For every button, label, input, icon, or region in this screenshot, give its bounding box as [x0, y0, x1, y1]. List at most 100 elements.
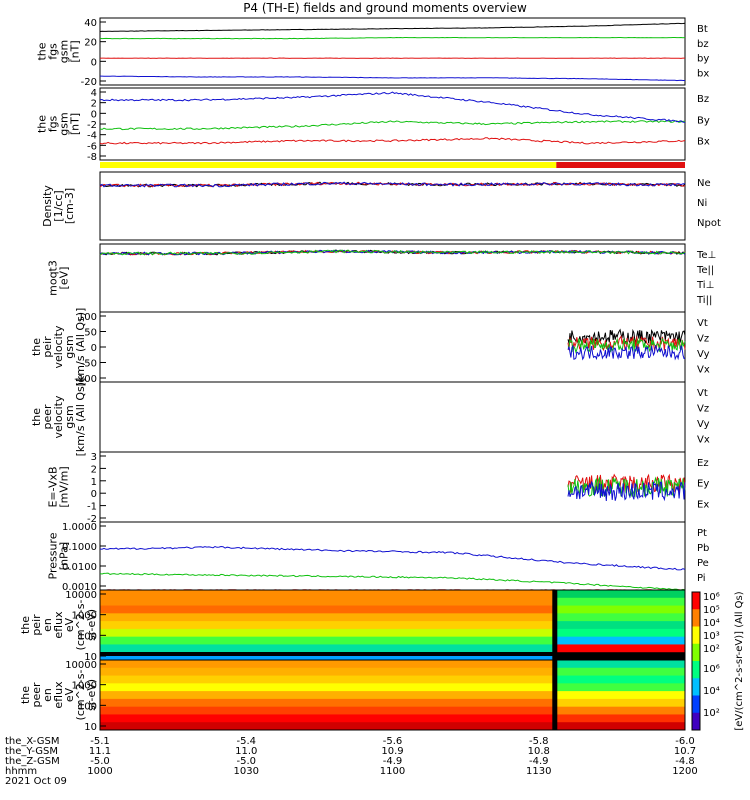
panel-peir_spectrum: thepeirenefluxeV(cm^2-s-sr-eV)10000 1000 1…	[19, 589, 686, 663]
colorbar-tick: 10²	[703, 644, 720, 655]
panel-frame	[99, 381, 686, 453]
legend-Ni: Ni	[697, 198, 707, 209]
y-axis-label: thefgsgsm[nT]	[36, 112, 82, 135]
y-tick-label: 0	[91, 489, 97, 500]
y-tick-label: 4	[91, 88, 97, 99]
legend-Vt: Vt	[697, 318, 708, 329]
colorbar-tick: 10⁵	[703, 605, 720, 616]
y-tick-label: 100	[78, 631, 97, 642]
legend-Vy: Vy	[697, 349, 710, 360]
xaxis-tick-label: -4.8	[675, 756, 695, 767]
y-tick-label: -6	[87, 141, 97, 152]
y-tick-label: 1000	[72, 681, 97, 692]
legend-Pe: Pe	[697, 558, 709, 569]
spectrum-band	[556, 706, 685, 715]
legend-Vt: Vt	[697, 388, 708, 399]
figure-title: P4 (TH-E) fields and ground moments over…	[243, 1, 527, 15]
y-tick-label: 10000	[65, 660, 97, 671]
legend-Pt: Pt	[697, 528, 707, 539]
series-Bz	[99, 137, 686, 145]
spectrum-band	[100, 605, 557, 614]
y-tick-label: 20	[84, 38, 97, 49]
legend-By: By	[697, 115, 710, 126]
spectrum-band	[556, 644, 685, 653]
y-tick-label: -20	[81, 77, 97, 88]
spectrum-band	[556, 698, 685, 708]
xaxis-tick-label: -5.1	[90, 736, 110, 747]
xaxis-tick-label: 10.8	[528, 746, 550, 757]
panel-peer_spectrum: thepeerenefluxeV(cm^2-s-sr-eV)10000 1000 1…	[19, 659, 686, 733]
spectrum-band	[100, 644, 557, 653]
legend-Ey: Ey	[697, 479, 709, 490]
legend-bz: bz	[697, 39, 709, 50]
colorbar-segment	[692, 592, 700, 610]
y-tick-label: -2	[87, 514, 97, 525]
y-tick-label: 0.0100	[62, 562, 97, 573]
colorbar-label: [eV/(cm^2-s-sr-eV)] (All Qs)	[734, 591, 745, 730]
legend-Ti||: Ti||	[696, 295, 712, 306]
legend-Vz: Vz	[697, 334, 709, 345]
spectrum-band	[556, 605, 685, 614]
xaxis-tick-label: 1100	[380, 766, 405, 777]
xaxis-tick-label: -6.0	[675, 736, 695, 747]
spectrum-band	[100, 691, 557, 700]
spectrum-band	[556, 722, 685, 731]
panel-fgs_gsm: thefgsgsm[nT]40 20 0 -20 Bt bz by bx	[36, 17, 709, 88]
legend-Vx: Vx	[697, 365, 710, 376]
spectrum-band	[100, 706, 557, 715]
panel-frame	[99, 17, 686, 86]
colorbar-segment	[692, 626, 700, 645]
spectrum-band	[556, 667, 685, 677]
spectrum-band	[100, 597, 557, 607]
xaxis-row-label: the_Y-GSM	[5, 746, 58, 757]
y-tick-label: -2	[87, 120, 97, 131]
y-tick-label: 10	[84, 722, 97, 733]
xaxis-row-label: the_Z-GSM	[5, 756, 60, 767]
y-tick-label: 0	[91, 343, 97, 354]
y-axis-label: thepeirvelocitygsm[km/s (All Qs)]	[30, 308, 87, 387]
spectrum-band	[100, 660, 557, 669]
y-tick-label: 100	[78, 701, 97, 712]
y-tick-label: -4	[87, 131, 97, 142]
panel-peir_velocity: thepeirvelocitygsm[km/s (All Qs)]100 50 0 -…	[30, 308, 710, 387]
series-Pi	[99, 545, 686, 571]
spectrum-band	[100, 628, 557, 638]
xaxis-tick-label: -5.8	[529, 736, 549, 747]
y-axis-label: thefgsgsm[nT]	[36, 40, 82, 63]
y-tick-label: 0.0010	[62, 582, 97, 593]
spectrum-band	[100, 621, 557, 630]
y-tick-label: 0	[91, 109, 97, 120]
xaxis-tick-label: -4.9	[383, 756, 403, 767]
panel-pressure: Pressure[nPa]1.0000 0.1000 0.0100 0.0010 Pt P…	[47, 521, 709, 593]
xaxis-tick-label: -5.4	[236, 736, 256, 747]
y-axis-label: Pressure[nPa]	[47, 532, 71, 579]
legend-Vz: Vz	[697, 404, 709, 415]
spectrum-band	[100, 667, 557, 677]
series-Bt	[99, 22, 686, 33]
panel-density: Density[1/cc][cm-3] Ne Ni Npot	[41, 171, 721, 241]
legend-Npot: Npot	[697, 218, 721, 229]
spectrum-band	[556, 613, 685, 622]
series-by	[99, 36, 686, 40]
legend-Ex: Ex	[697, 499, 709, 510]
xaxis-tick-label: 1030	[234, 766, 259, 777]
xaxis-tick-label: 1200	[672, 766, 697, 777]
panel-frame	[99, 521, 686, 591]
y-axis-label: Density[1/cc][cm-3]	[41, 185, 76, 227]
y-tick-label: 100	[78, 312, 97, 323]
legend-bx: bx	[697, 68, 709, 79]
spectrum-band	[556, 636, 685, 645]
xaxis-tick-label: 10.7	[674, 746, 696, 757]
panel-fgs_dsl: thefgsgsm[nT] 420-2-4-6-8 Bz By Bx	[36, 87, 710, 163]
xaxis-tick-label: 10.9	[381, 746, 403, 757]
spectrum-band	[100, 714, 557, 723]
panel-frame	[99, 311, 686, 383]
panel-peer_velocity: thepeervelocitygsm[km/s (All Qs)] Vt Vz Vy V…	[30, 378, 710, 457]
xaxis-tick-label: 1130	[526, 766, 551, 777]
spectrum-band	[100, 722, 557, 731]
y-tick-label: 3	[91, 452, 97, 463]
legend-Bt: Bt	[697, 24, 708, 35]
spectrum-band	[100, 613, 557, 622]
legend-Ne: Ne	[697, 178, 711, 189]
